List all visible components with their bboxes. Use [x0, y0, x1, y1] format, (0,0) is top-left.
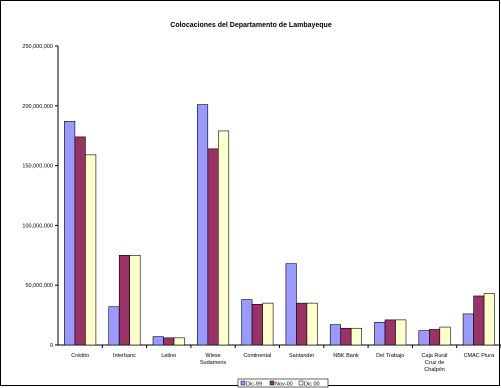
legend-swatch: [240, 380, 246, 386]
bar-nov-00: [428, 329, 441, 346]
y-tick-label: 100,000,000: [22, 223, 53, 229]
category-label: Caja Rural: [422, 353, 448, 359]
category-label: Crédito: [71, 353, 89, 359]
y-tick-label: 150,000,000: [22, 164, 53, 170]
y-tick-label: 200,000,000: [22, 104, 53, 110]
bar-nov-00: [340, 327, 352, 346]
category-label: CMAC Piura: [464, 353, 496, 359]
bar-dic-99: [329, 324, 342, 346]
plot-area: 0 50,000,000 100,000,000 150,000,000 200,000…: [22, 44, 501, 373]
bar-nov-00: [296, 302, 308, 346]
bar-dic-99: [108, 306, 120, 346]
bar-dic-99: [462, 313, 474, 346]
bar-dic-99: [197, 104, 209, 346]
y-tick-label: 250,000,000: [22, 44, 53, 50]
bar-dic-00: [262, 302, 274, 346]
legend: Dic-99 Nov-00 Dic 00: [237, 378, 329, 388]
bar-dic-99: [152, 336, 164, 346]
category-label: Wiese: [205, 353, 220, 359]
category-label: Sudameris: [200, 360, 227, 366]
bar-dic-00: [129, 255, 141, 346]
bar-nov-00: [163, 337, 175, 346]
category-label: Santander: [289, 353, 315, 359]
legend-label: Dic-99: [246, 381, 262, 387]
bar-dic-00: [350, 327, 363, 346]
chart-title: Colocaciones del Departamento de Lambaye…: [170, 22, 332, 29]
category-label: Del Trabajo: [376, 353, 404, 359]
bar-nov-00: [118, 255, 130, 346]
bar-nov-00: [74, 136, 86, 346]
y-tick-label: 50,000,000: [25, 283, 53, 289]
category-label: Interbanc: [113, 353, 136, 359]
bar-nov-00: [473, 295, 485, 346]
bar-dic-99: [285, 263, 297, 346]
bar-dic-00: [439, 326, 451, 346]
category-label: NBK Bank: [333, 353, 359, 359]
legend-label: Nov-00: [275, 381, 293, 387]
bar-dic-00: [395, 319, 407, 346]
bar-dic-99: [374, 321, 386, 346]
bar-dic-00: [306, 302, 318, 346]
bar-nov-00: [207, 148, 219, 346]
bar-dic-00: [85, 154, 97, 346]
bar-dic-99: [64, 121, 76, 346]
category-label: Cruz de: [425, 360, 444, 366]
bar-nov-00: [384, 319, 396, 346]
bar-dic-00: [218, 130, 230, 346]
legend-label: Dic 00: [304, 381, 320, 387]
category-label: Latino: [161, 353, 176, 359]
legend-swatch: [298, 380, 304, 386]
category-label: Continental: [243, 353, 271, 359]
legend-swatch: [269, 380, 275, 386]
y-tick-label: 0: [50, 343, 53, 349]
category-label: Chalpón: [424, 367, 445, 373]
bar-dic-99: [418, 330, 430, 346]
bar-dic-00: [173, 337, 185, 346]
bar-dic-99: [241, 299, 253, 346]
bar-nov-00: [251, 304, 263, 346]
bar-dic-00: [483, 293, 495, 346]
